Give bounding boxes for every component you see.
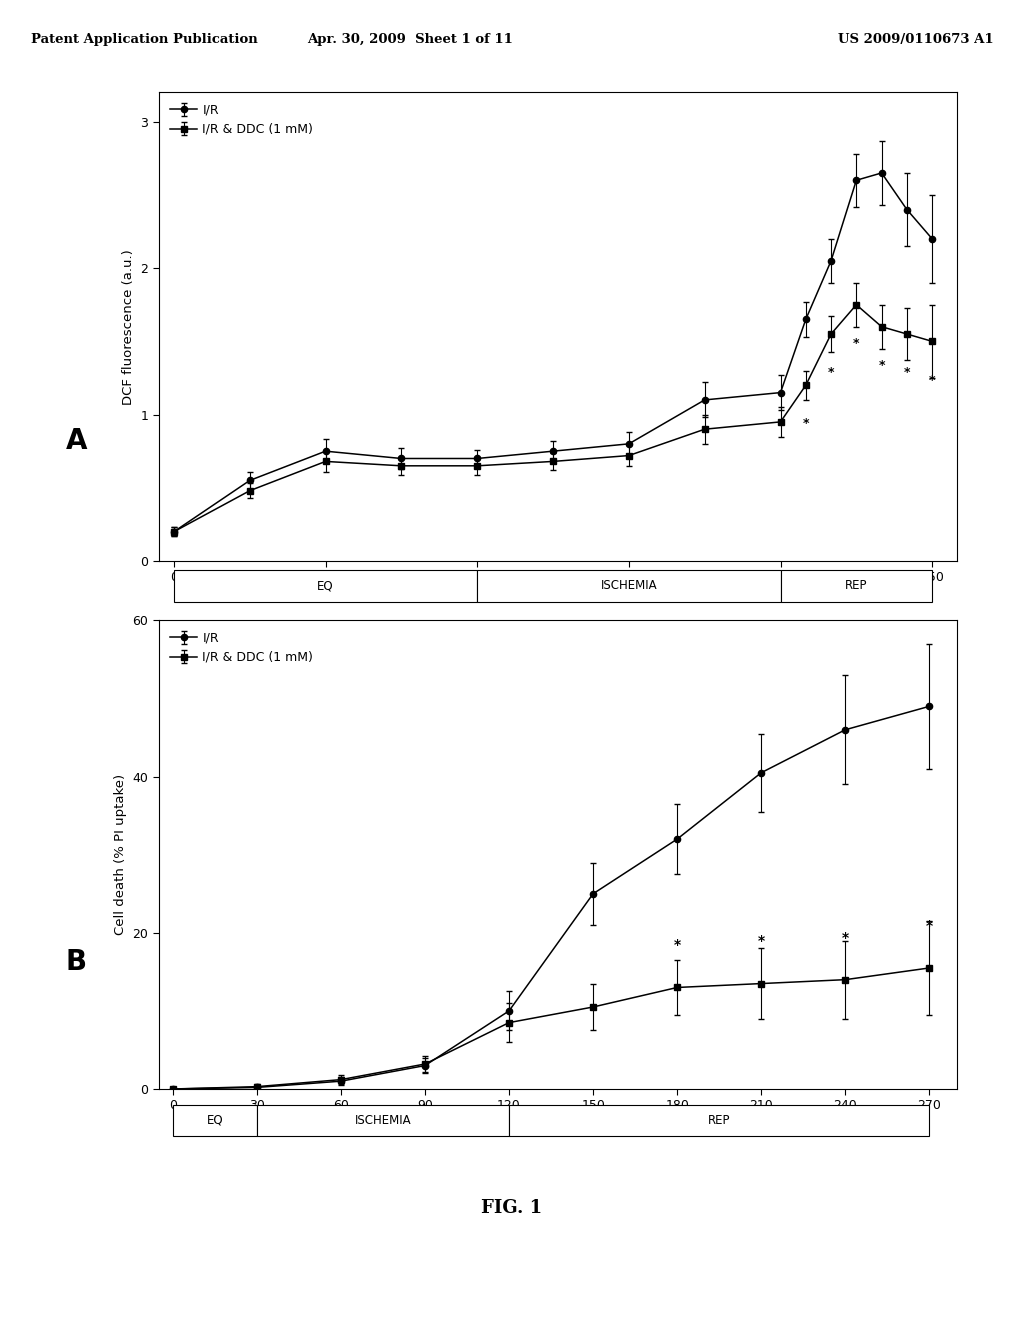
Text: *: * bbox=[803, 417, 809, 430]
Text: *: * bbox=[879, 359, 885, 372]
Text: ISCHEMIA: ISCHEMIA bbox=[600, 579, 657, 593]
Text: *: * bbox=[926, 919, 933, 933]
X-axis label: Time (min): Time (min) bbox=[522, 590, 594, 603]
X-axis label: Time (min): Time (min) bbox=[522, 1118, 594, 1131]
Bar bbox=[509, 1105, 930, 1135]
Y-axis label: Cell death (% PI uptake): Cell death (% PI uptake) bbox=[114, 774, 127, 936]
Text: EQ: EQ bbox=[207, 1114, 223, 1127]
Bar bbox=[257, 1105, 509, 1135]
Text: Patent Application Publication: Patent Application Publication bbox=[31, 33, 257, 46]
Text: *: * bbox=[903, 366, 910, 379]
Text: *: * bbox=[758, 935, 765, 948]
Text: REP: REP bbox=[708, 1114, 730, 1127]
Bar bbox=[174, 570, 477, 602]
Bar bbox=[173, 1105, 257, 1135]
Text: EQ: EQ bbox=[317, 579, 334, 593]
Legend: I/R, I/R & DDC (1 mM): I/R, I/R & DDC (1 mM) bbox=[165, 99, 318, 141]
Bar bbox=[780, 570, 932, 602]
Text: *: * bbox=[929, 374, 935, 387]
Text: A: A bbox=[66, 426, 87, 455]
Text: REP: REP bbox=[845, 579, 867, 593]
Text: *: * bbox=[827, 366, 835, 379]
Legend: I/R, I/R & DDC (1 mM): I/R, I/R & DDC (1 mM) bbox=[165, 627, 318, 669]
Text: *: * bbox=[853, 337, 859, 350]
Y-axis label: DCF fluorescence (a.u.): DCF fluorescence (a.u.) bbox=[122, 249, 135, 404]
Text: *: * bbox=[674, 939, 681, 952]
Bar bbox=[477, 570, 780, 602]
Text: Apr. 30, 2009  Sheet 1 of 11: Apr. 30, 2009 Sheet 1 of 11 bbox=[306, 33, 513, 46]
Text: FIG. 1: FIG. 1 bbox=[481, 1199, 543, 1217]
Text: ISCHEMIA: ISCHEMIA bbox=[354, 1114, 412, 1127]
Text: US 2009/0110673 A1: US 2009/0110673 A1 bbox=[838, 33, 993, 46]
Text: *: * bbox=[842, 931, 849, 945]
Text: B: B bbox=[66, 948, 87, 977]
